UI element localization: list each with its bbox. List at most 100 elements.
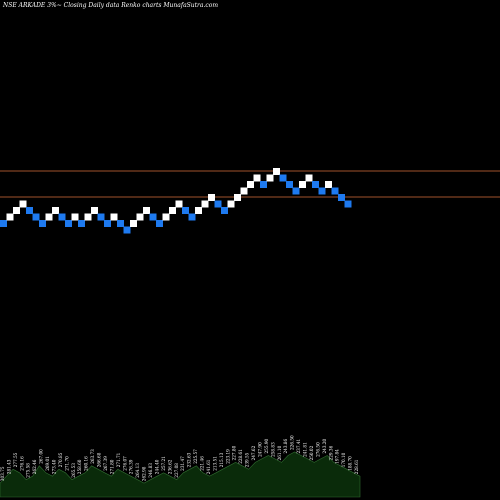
chart-header: NSE ARKADE 3%~ Closing Daily data Renko … — [3, 2, 218, 9]
renko-brick-up — [13, 207, 20, 214]
renko-brick-up — [195, 207, 202, 214]
percent-text: 3% — [47, 2, 57, 9]
volume-label: 303.75 — [0, 466, 5, 481]
volume-label: 271.71 — [116, 452, 121, 467]
renko-brick-up — [201, 200, 209, 208]
volume-label: 258.60 — [77, 459, 82, 474]
volume-label: 267.39 — [103, 456, 108, 471]
volume-label: 270.85 — [58, 452, 63, 467]
volume-label: 273.40 — [52, 459, 57, 474]
renko-brick-up — [52, 207, 59, 214]
volume-label: 266.68 — [97, 452, 102, 467]
renko-brick-down — [26, 207, 33, 214]
renko-brick-down — [32, 213, 40, 221]
volume-label: 229.36 — [328, 445, 333, 460]
renko-brick-down — [58, 213, 66, 221]
volume-label: 221.46 — [200, 456, 205, 471]
renko-brick-up — [208, 194, 215, 201]
description-text: Closing Daily data Renko charts MunafaSu… — [63, 2, 219, 9]
volume-label: 243.20 — [322, 439, 327, 454]
renko-brick-up — [6, 213, 14, 221]
renko-brick-down — [338, 194, 345, 201]
renko-brick-up — [91, 207, 98, 214]
renko-brick-down — [331, 187, 339, 195]
renko-brick-down — [188, 213, 196, 221]
volume-label: 250.02 — [309, 445, 314, 460]
renko-brick-down — [78, 220, 85, 227]
volume-label: 225.57 — [193, 449, 198, 464]
renko-brick-up — [130, 220, 137, 227]
renko-brick-down — [344, 200, 352, 208]
volume-label: 262.46 — [32, 459, 37, 474]
volume-label: 228.61 — [238, 449, 243, 464]
volume-label: 236.62 — [167, 459, 172, 474]
volume-label: 257.21 — [161, 456, 166, 471]
volume-label: 277.55 — [13, 452, 18, 467]
volume-label: 213.51 — [212, 456, 217, 471]
renko-brick-down — [65, 220, 72, 227]
volume-label: 232.63 — [187, 452, 192, 467]
renko-brick-down — [221, 207, 228, 214]
volume-label: 241.61 — [206, 459, 211, 474]
volume-label: 247.62 — [251, 445, 256, 460]
renko-brick-down — [182, 207, 189, 214]
volume-label: 276.07 — [122, 456, 127, 471]
volume-label: 223.19 — [225, 449, 230, 464]
volume-label: 247.90 — [258, 442, 263, 457]
symbol-text: NSE ARKADE — [3, 2, 46, 9]
volume-label: 264.13 — [135, 463, 140, 478]
volume-labels-group: 303.75 281.43 277.55 276.16 275.58 262.46 267.… — [0, 435, 359, 481]
renko-brick-up — [305, 174, 313, 182]
volume-label: 276.50 — [315, 442, 320, 457]
renko-brick-up — [45, 213, 53, 221]
renko-brick-down — [117, 220, 124, 227]
volume-label: 275.58 — [26, 463, 31, 478]
volume-label: 227.08 — [174, 463, 179, 478]
renko-brick-up — [325, 181, 332, 188]
volume-label: 243.86 — [283, 439, 288, 454]
renko-brick-up — [169, 207, 176, 214]
volume-label: 265.53 — [71, 463, 76, 478]
support-lines-group — [0, 170, 500, 198]
volume-label: 276.16 — [19, 456, 24, 471]
renko-brick-up — [19, 200, 27, 208]
renko-brick-down — [156, 220, 163, 227]
volume-label: 261.10 — [277, 445, 282, 460]
renko-brick-up — [162, 213, 170, 221]
renko-brick-down — [292, 187, 300, 195]
volume-label: 215.13 — [219, 452, 224, 467]
renko-brick-up — [143, 207, 150, 214]
renko-brick-up — [84, 213, 92, 221]
renko-brick-up — [136, 213, 144, 221]
volume-label: 271.80 — [109, 459, 114, 474]
volume-label: 271.70 — [64, 456, 69, 471]
volume-label: 231.47 — [180, 456, 185, 471]
renko-brick-down — [279, 174, 287, 182]
volume-label: 276.39 — [129, 459, 134, 474]
renko-brick-down — [104, 220, 111, 227]
volume-label: 263.73 — [90, 449, 95, 464]
volume-label: 281.43 — [6, 459, 11, 474]
renko-brick-down — [318, 187, 326, 195]
renko-brick-up — [110, 213, 118, 221]
renko-brick-up — [175, 200, 183, 208]
renko-brick-down — [0, 220, 7, 227]
volume-label: 246.83 — [148, 463, 153, 478]
renko-brick-down — [39, 220, 46, 227]
volume-label: 260.16 — [84, 456, 89, 471]
volume-label: 226.50 — [290, 435, 295, 450]
volume-label: 228.61 — [354, 459, 359, 474]
renko-brick-up — [71, 213, 79, 221]
volume-area-group — [0, 451, 361, 498]
renko-brick-up — [299, 181, 306, 188]
volume-label: 262.98 — [142, 466, 147, 481]
renko-brick-down — [97, 213, 105, 221]
renko-brick-down — [149, 213, 157, 221]
renko-brick-up — [240, 187, 248, 195]
renko-brick-up — [234, 194, 241, 201]
renko-brick-up — [253, 174, 261, 182]
renko-brick-up — [273, 168, 280, 175]
renko-brick-down — [286, 181, 293, 188]
volume-label: 188.70 — [348, 456, 353, 471]
